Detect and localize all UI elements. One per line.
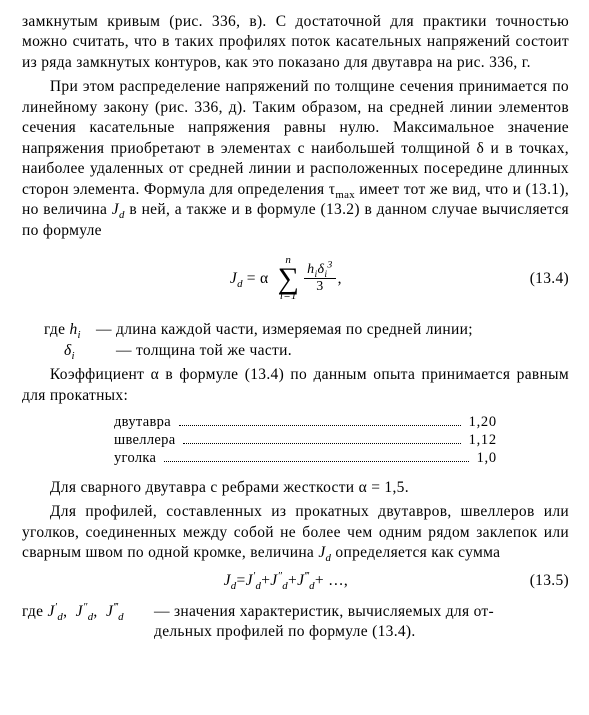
definitions-134: где hi — длина каждой части, измеряемая … (22, 320, 569, 361)
def3-text-b: дельных профилей по формуле (13.4). (154, 623, 416, 640)
def3-j1: J′d (47, 603, 63, 620)
p2-tau: τmax (329, 181, 355, 198)
def3-where: где (22, 603, 47, 620)
leader-dots (179, 412, 461, 425)
sum-icon: n ∑ i=1 (277, 255, 299, 303)
p2-Jd: Jd (112, 201, 125, 218)
eq134-lhs: Jd (230, 269, 243, 289)
def2-text: — толщина той же части. (116, 341, 569, 361)
para-2: При этом распределение напряжений по тол… (22, 77, 569, 241)
eq135-number: (13.5) (520, 571, 569, 591)
eq134-number: (13.4) (520, 269, 569, 289)
row-label: уголка (114, 449, 160, 467)
table-row: двутавра 1,20 (114, 412, 497, 430)
def-row-2: δi — толщина той же части. (22, 341, 569, 361)
alpha-table: двутавра 1,20 швеллера 1,12 уголка 1,0 (114, 412, 497, 467)
equation-13-4: Jd = α n ∑ i=1 hiδi3 3 , (13.4) (22, 255, 569, 303)
equation-13-5: Jd = J′d + J″d + J‴d + …, (13.5) (22, 571, 569, 591)
def-where: где (44, 321, 69, 338)
para-1: замкнутым кривым (рис. 336, в). С достат… (22, 12, 569, 73)
eq-body: Jd = J′d + J″d + J‴d + …, (52, 571, 520, 591)
eq-body: Jd = α n ∑ i=1 hiδi3 3 , (52, 255, 520, 303)
table-row: швеллера 1,12 (114, 431, 497, 449)
definitions-135: где J′d, J″d, J‴d — значения характерист… (22, 602, 569, 643)
eq134-eqsign: = α (247, 269, 269, 289)
eq134-tail: , (338, 269, 342, 289)
table-row: уголка 1,0 (114, 449, 497, 467)
def3-j3: J‴d (106, 603, 124, 620)
eq135-t1: J′d (246, 571, 262, 591)
row-value: 1,20 (465, 413, 497, 431)
leader-dots (164, 449, 468, 462)
def3-text-a: — значения характеристик, вычисляемых дл… (154, 603, 494, 620)
p5-b: определяется как сумма (331, 544, 500, 561)
def-row-3: где J′d, J″d, J‴d — значения характерист… (22, 602, 569, 643)
eq135-t3: J‴d (297, 571, 315, 591)
def2-sym: δi (64, 342, 75, 359)
para-4: Для сварного двутавра с ребрами жесткост… (22, 478, 569, 498)
def1-sym: hi (69, 321, 80, 338)
def1-text: — длина каждой части, измеряемая по сред… (96, 320, 569, 340)
para-5: Для профилей, составленных из прокатных … (22, 502, 569, 563)
def-row-1: где hi — длина каждой части, измеряемая … (22, 320, 569, 340)
def3-j2: J″d (76, 603, 94, 620)
eq135-lhs: Jd (224, 571, 237, 591)
eq135-tail: + …, (315, 571, 348, 591)
row-value: 1,12 (465, 431, 497, 449)
eq135-t2: J″d (270, 571, 288, 591)
leader-dots (183, 431, 460, 444)
p5-Jd: Jd (318, 544, 331, 561)
eq134-frac: hiδi3 3 (304, 263, 335, 295)
row-label: двутавра (114, 413, 175, 431)
para-3: Коэффициент α в формуле (13.4) по данным… (22, 365, 569, 406)
row-value: 1,0 (473, 449, 497, 467)
row-label: швеллера (114, 431, 179, 449)
eq135-eq: = (237, 571, 246, 591)
